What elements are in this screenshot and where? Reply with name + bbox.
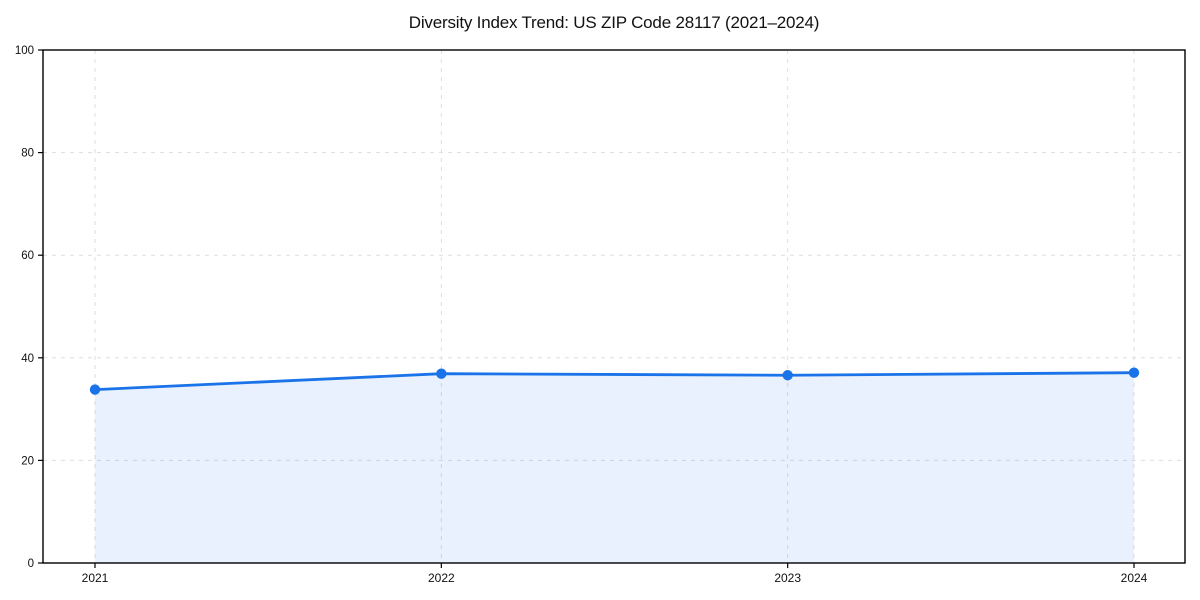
- data-point: [782, 370, 793, 381]
- x-tick-label: 2024: [1121, 571, 1148, 585]
- y-tick-label: 60: [21, 250, 34, 262]
- y-tick-label: 80: [21, 148, 34, 160]
- y-tick-label: 0: [28, 558, 34, 570]
- data-line: [93, 371, 1136, 392]
- x-tick-label: 2021: [82, 571, 109, 585]
- y-tick-label: 20: [21, 455, 34, 467]
- y-tick-label: 40: [21, 353, 34, 365]
- plot-border: [42, 49, 1186, 564]
- data-point: [436, 368, 447, 379]
- data-point: [1128, 367, 1140, 378]
- x-tick-label: 2023: [774, 571, 801, 585]
- data-point: [89, 384, 101, 395]
- y-tick-label: 100: [15, 45, 34, 57]
- chart-title: Diversity Index Trend: US ZIP Code 28117…: [408, 13, 820, 32]
- x-tick-label: 2022: [428, 571, 455, 585]
- area-fill: [95, 372, 1134, 563]
